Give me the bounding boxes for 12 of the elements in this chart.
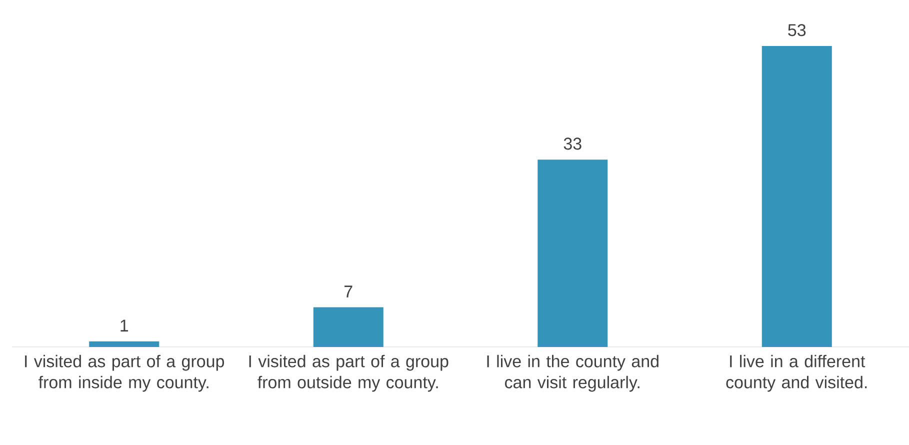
data-label: 53 (788, 24, 806, 36)
data-label: 1 (120, 320, 128, 332)
data-label: 33 (564, 138, 582, 150)
bar (313, 307, 384, 347)
x-tick-label: I live in the county and can visit regularly. (487, 354, 658, 392)
data-label: 7 (344, 286, 352, 298)
bar (538, 160, 608, 347)
bar (762, 46, 832, 347)
x-tick-label: I visited as part of a group from outside my county. (249, 354, 448, 392)
x-tick-label: I visited as part of a group from inside my county. (25, 354, 224, 392)
bar (89, 341, 160, 347)
x-tick-label: I live in a different county and visited. (726, 354, 867, 392)
